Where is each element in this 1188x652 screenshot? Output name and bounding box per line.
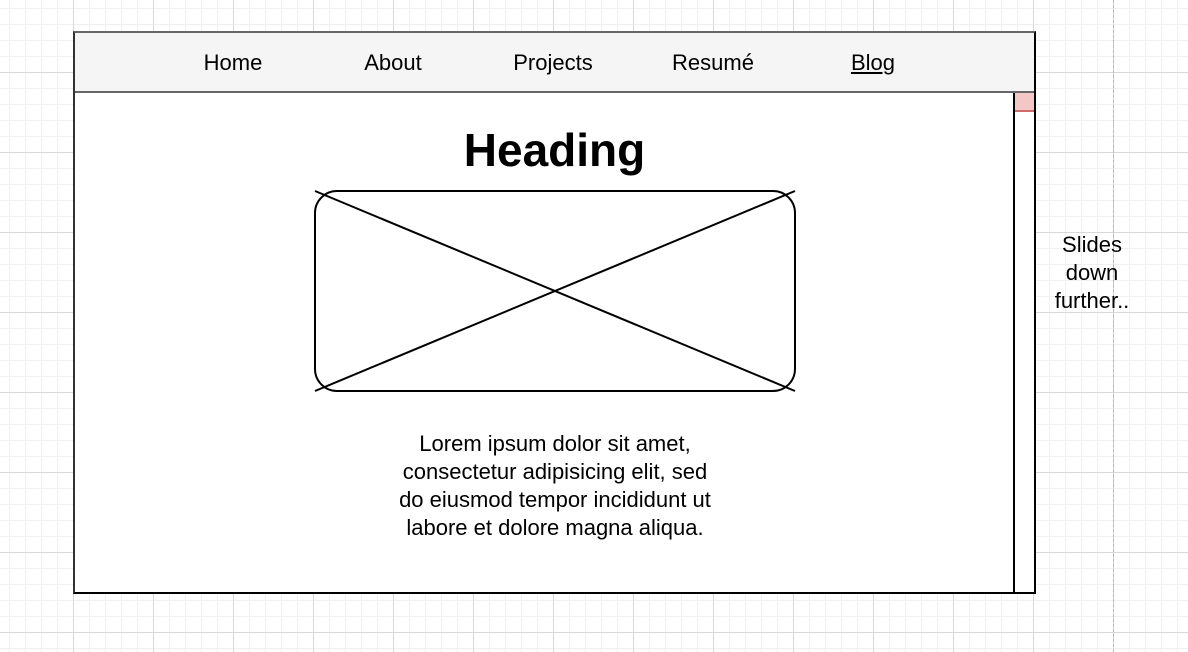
page-heading: Heading <box>463 124 646 176</box>
body-line: Lorem ipsum dolor sit amet, <box>419 431 691 456</box>
nav-item-about[interactable]: About <box>364 50 422 75</box>
body-line: labore et dolore magna aliqua. <box>406 515 704 540</box>
body-paragraph: Lorem ipsum dolor sit amet, consectetur … <box>375 430 735 542</box>
page-guide-line <box>1113 0 1114 652</box>
main-content: Heading Lorem ipsum dolor sit amet, cons… <box>75 93 1014 592</box>
vertical-scrollbar[interactable] <box>1013 93 1034 592</box>
scrollbar-thumb[interactable] <box>1015 93 1034 112</box>
annotation-line: Slides <box>1062 232 1122 257</box>
navbar: Home About Projects Resumé Blog <box>75 33 1034 93</box>
nav-item-projects[interactable]: Projects <box>513 50 593 75</box>
scroll-annotation: Slides down further.. <box>1040 231 1144 315</box>
annotation-line: down <box>1065 260 1119 285</box>
nav-item-home[interactable]: Home <box>203 50 263 75</box>
image-placeholder-icon <box>314 190 796 392</box>
body-line: do eiusmod tempor incididunt ut <box>399 487 711 512</box>
annotation-line: further.. <box>1054 288 1130 313</box>
nav-item-resume[interactable]: Resumé <box>672 50 754 75</box>
nav-item-blog[interactable]: Blog <box>850 50 896 75</box>
body-line: consectetur adipisicing elit, sed <box>402 459 708 484</box>
website-wireframe: Home About Projects Resumé Blog Heading … <box>73 31 1036 594</box>
